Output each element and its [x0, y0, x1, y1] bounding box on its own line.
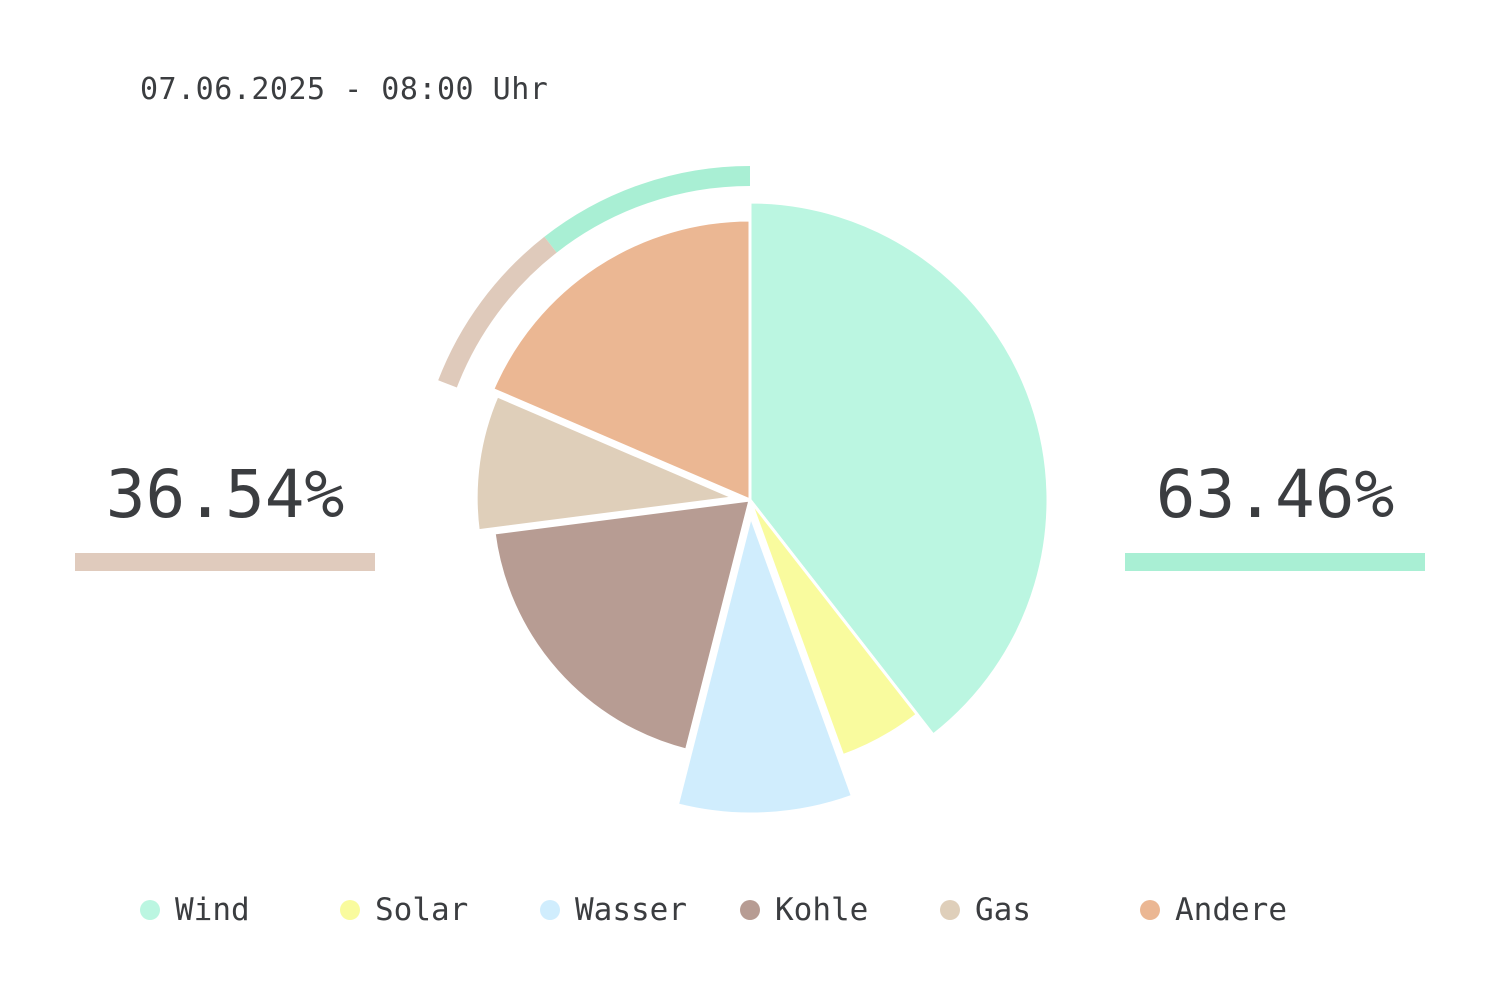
- legend-label-andere: Andere: [1175, 891, 1287, 928]
- legend-dot-wasser: [540, 900, 560, 920]
- legend-label-wind: Wind: [175, 891, 250, 928]
- legend-label-wasser: Wasser: [575, 891, 687, 928]
- legend-dot-solar: [340, 900, 360, 920]
- pie-slice-wind[interactable]: [748, 200, 1050, 737]
- renewable-share-bar: [1125, 553, 1425, 571]
- outer-arc-renewable: [544, 166, 751, 253]
- pie-slice-kohle[interactable]: [492, 498, 752, 752]
- legend-label-solar: Solar: [375, 891, 469, 928]
- legend-dot-kohle: [740, 900, 760, 920]
- pie-slice-wasser[interactable]: [675, 514, 854, 816]
- pie-slice-gas[interactable]: [474, 394, 736, 533]
- legend-item-kohle[interactable]: Kohle: [740, 893, 868, 927]
- fossil-share-bar: [75, 553, 375, 571]
- outer-arcs: [438, 166, 751, 388]
- fossil-share-value: 36.54%: [105, 456, 345, 533]
- chart-timestamp: 07.06.2025 - 08:00 Uhr: [140, 72, 549, 107]
- legend-item-solar[interactable]: Solar: [340, 893, 468, 927]
- pie-slice-solar[interactable]: [748, 498, 919, 758]
- legend-item-wind[interactable]: Wind: [140, 893, 250, 927]
- legend-item-andere[interactable]: Andere: [1140, 893, 1287, 927]
- legend-dot-gas: [940, 900, 960, 920]
- pie-slice-andere[interactable]: [491, 218, 752, 502]
- legend-label-gas: Gas: [975, 891, 1031, 928]
- legend-dot-wind: [140, 900, 160, 920]
- legend-label-kohle: Kohle: [775, 891, 869, 928]
- legend-item-gas[interactable]: Gas: [940, 893, 1031, 927]
- legend-dot-andere: [1140, 900, 1160, 920]
- legend-item-wasser[interactable]: Wasser: [540, 893, 687, 927]
- outer-arc-fossil: [438, 236, 557, 388]
- renewable-share-value: 63.46%: [1155, 456, 1395, 533]
- pie-slices: [474, 200, 1050, 816]
